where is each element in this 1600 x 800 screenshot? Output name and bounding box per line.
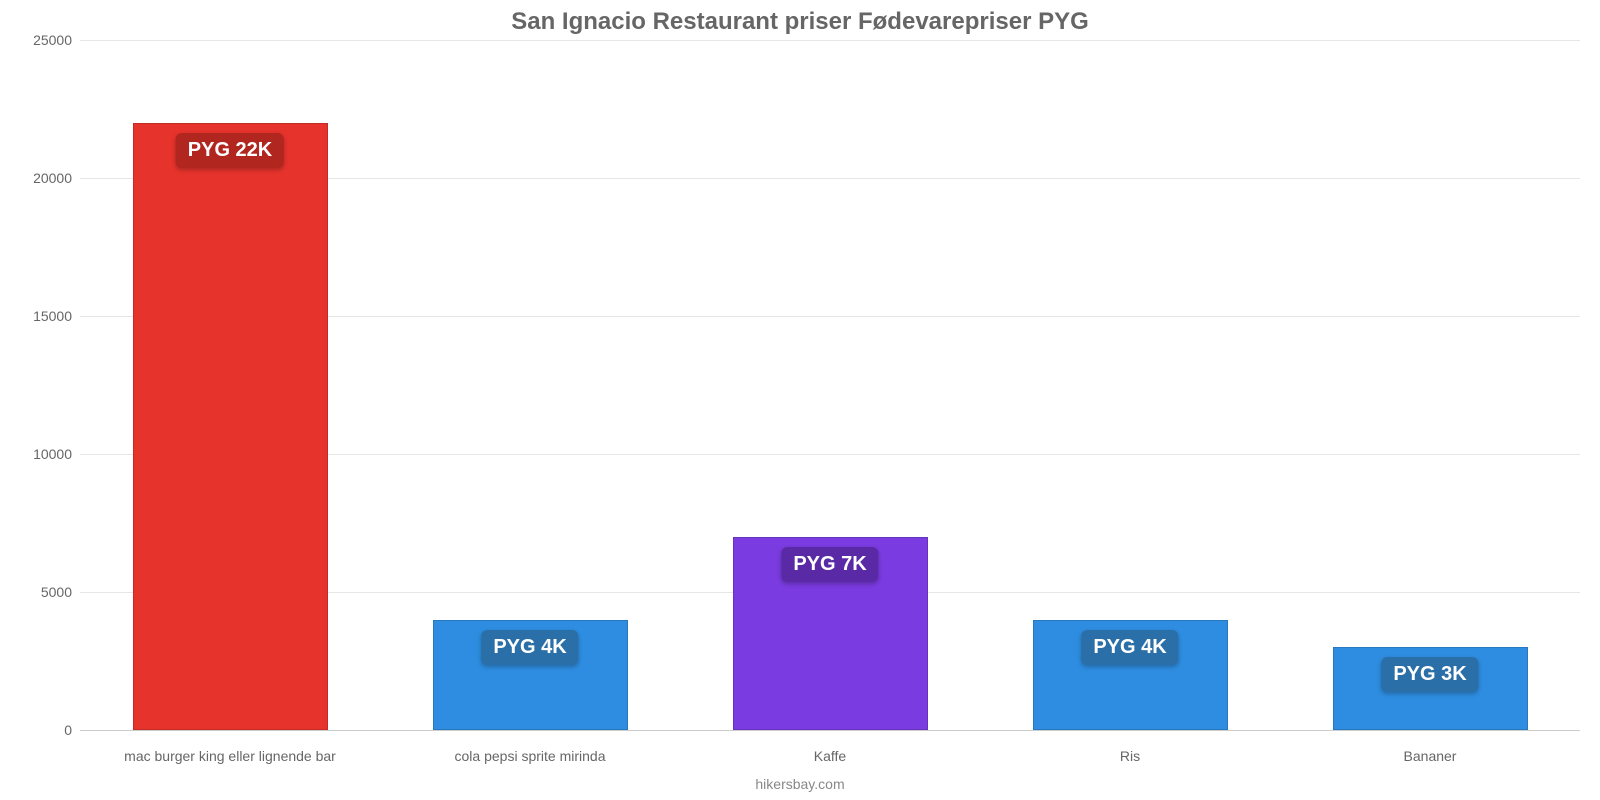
y-tick-label: 5000	[4, 584, 72, 600]
baseline	[80, 730, 1580, 731]
value-badge: PYG 22K	[176, 133, 284, 168]
x-tick-label: Kaffe	[814, 748, 846, 764]
chart-footer: hikersbay.com	[0, 776, 1600, 792]
y-tick-label: 0	[4, 722, 72, 738]
y-tick-label: 25000	[4, 32, 72, 48]
value-badge: PYG 4K	[1081, 630, 1178, 665]
price-bar-chart: San Ignacio Restaurant priser Fødevarepr…	[0, 0, 1600, 800]
bar	[133, 123, 328, 730]
plot-area: PYG 22K PYG 4K PYG 7K PYG 4K PYG 3K	[80, 40, 1580, 730]
value-badge: PYG 3K	[1381, 657, 1478, 692]
gridline	[80, 40, 1580, 41]
y-tick-label: 10000	[4, 446, 72, 462]
x-tick-label: Bananer	[1404, 748, 1457, 764]
value-badge: PYG 7K	[781, 547, 878, 582]
x-tick-label: mac burger king eller lignende bar	[124, 748, 336, 764]
chart-title: San Ignacio Restaurant priser Fødevarepr…	[0, 8, 1600, 36]
y-tick-label: 15000	[4, 308, 72, 324]
value-badge: PYG 4K	[481, 630, 578, 665]
y-tick-label: 20000	[4, 170, 72, 186]
x-tick-label: cola pepsi sprite mirinda	[455, 748, 606, 764]
x-tick-label: Ris	[1120, 748, 1140, 764]
